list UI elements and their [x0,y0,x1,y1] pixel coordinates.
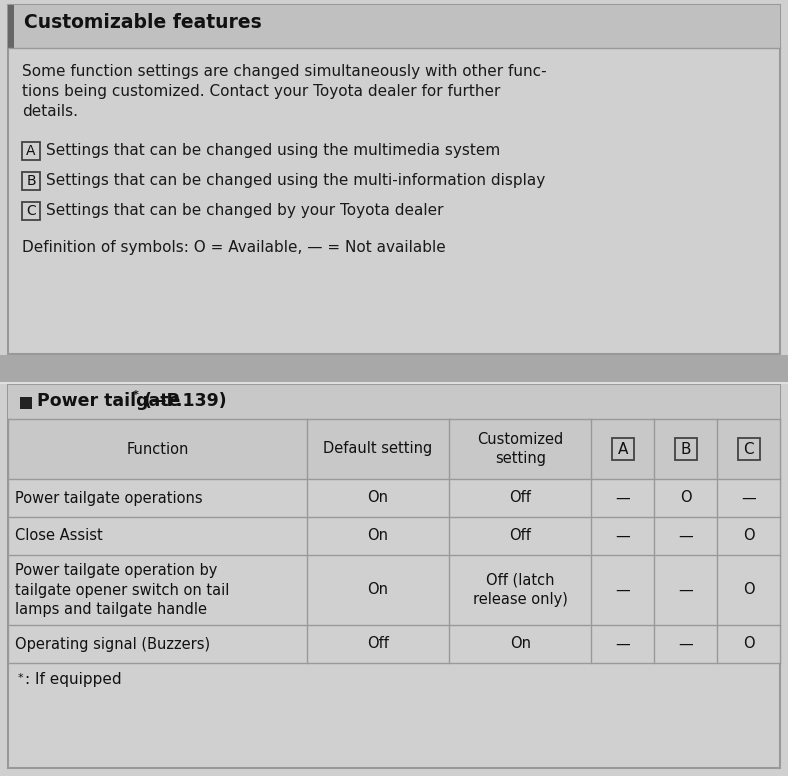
Text: details.: details. [22,104,78,119]
Text: —: — [615,636,630,652]
Text: *: * [18,673,24,683]
Text: Default setting: Default setting [323,442,433,456]
Bar [8,5,14,48]
Text: O: O [743,528,754,543]
Bar [8,385,780,768]
Bar [8,555,780,625]
Text: *: * [133,390,139,400]
Text: Power tailgate operation by
tailgate opener switch on tail
lamps and tailgate ha: Power tailgate operation by tailgate ope… [15,563,229,617]
Text: A: A [618,442,628,456]
Text: Customized
setting: Customized setting [478,431,563,466]
Text: Function: Function [126,442,188,456]
Text: Off (latch
release only): Off (latch release only) [473,573,567,608]
Bar [8,479,780,517]
Bar [22,202,40,220]
Text: On: On [367,528,388,543]
Text: Off: Off [367,636,389,652]
Bar [8,5,780,354]
Bar [8,625,780,663]
Text: —: — [678,583,693,598]
Bar [20,397,32,409]
Bar [8,5,780,48]
Text: O: O [743,636,754,652]
Text: Some function settings are changed simultaneously with other func-: Some function settings are changed simul… [22,64,547,79]
Text: —: — [615,490,630,505]
Text: tions being customized. Contact your Toyota dealer for further: tions being customized. Contact your Toy… [22,84,500,99]
Text: C: C [743,442,754,456]
Bar [738,438,760,460]
Bar [611,438,634,460]
Bar [22,172,40,190]
Text: —: — [678,636,693,652]
Bar [22,142,40,160]
Text: —: — [615,583,630,598]
Bar [0,355,788,384]
Text: Close Assist: Close Assist [15,528,102,543]
Text: Power tailgate operations: Power tailgate operations [15,490,203,505]
Text: C: C [26,204,36,218]
Text: Off: Off [509,528,531,543]
Text: Settings that can be changed using the multi-information display: Settings that can be changed using the m… [46,173,545,188]
Text: Settings that can be changed by your Toyota dealer: Settings that can be changed by your Toy… [46,203,444,218]
Text: O: O [680,490,692,505]
Text: Settings that can be changed using the multimedia system: Settings that can be changed using the m… [46,143,500,158]
Text: —: — [678,528,693,543]
Text: (→P.139): (→P.139) [138,392,227,410]
Text: Operating signal (Buzzers): Operating signal (Buzzers) [15,636,210,652]
Text: B: B [26,174,35,188]
Text: Off: Off [509,490,531,505]
Text: B: B [681,442,691,456]
Bar [8,385,780,419]
Text: Definition of symbols: O = Available, — = Not available: Definition of symbols: O = Available, — … [22,240,446,255]
Text: Customizable features: Customizable features [24,13,262,32]
Bar [8,419,780,479]
Text: On: On [367,490,388,505]
Text: : If equipped: : If equipped [25,672,121,687]
Text: Power tailgate: Power tailgate [37,392,180,410]
Text: O: O [743,583,754,598]
Text: On: On [367,583,388,598]
Text: —: — [742,490,756,505]
Text: —: — [615,528,630,543]
Text: A: A [26,144,35,158]
Bar [8,517,780,555]
Text: On: On [510,636,531,652]
Bar [675,438,697,460]
